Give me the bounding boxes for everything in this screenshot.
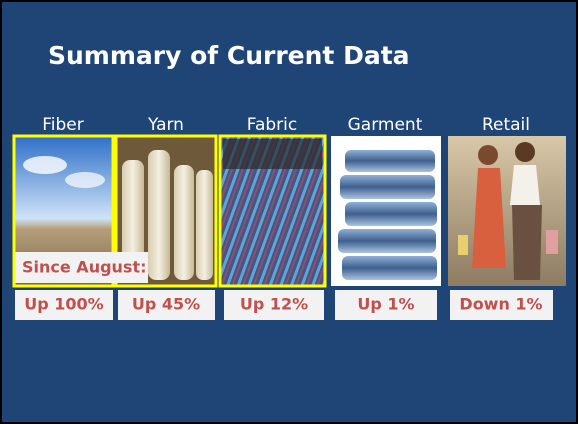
note: Since August: (22, 258, 147, 277)
stage-label: Garment (348, 115, 423, 135)
title: Summary of Current Data (48, 41, 410, 70)
slide: Summary of Current Data Fiber Yarn Fabri… (0, 0, 578, 424)
changes: Up 100% Up 45% Up 12% Up 1% Down 1% (15, 290, 553, 320)
change: Up 1% (357, 295, 414, 314)
stage-label: Fiber (42, 115, 84, 135)
fabric-image (220, 136, 325, 286)
change: Up 45% (132, 295, 200, 314)
change: Down 1% (459, 295, 542, 314)
stage-label: Yarn (147, 115, 184, 135)
garment-image (331, 136, 441, 286)
change: Up 100% (24, 295, 103, 314)
change: Up 12% (240, 295, 308, 314)
stage-label: Fabric (247, 115, 298, 135)
stage-label: Retail (482, 115, 530, 135)
retail-image (448, 136, 566, 286)
